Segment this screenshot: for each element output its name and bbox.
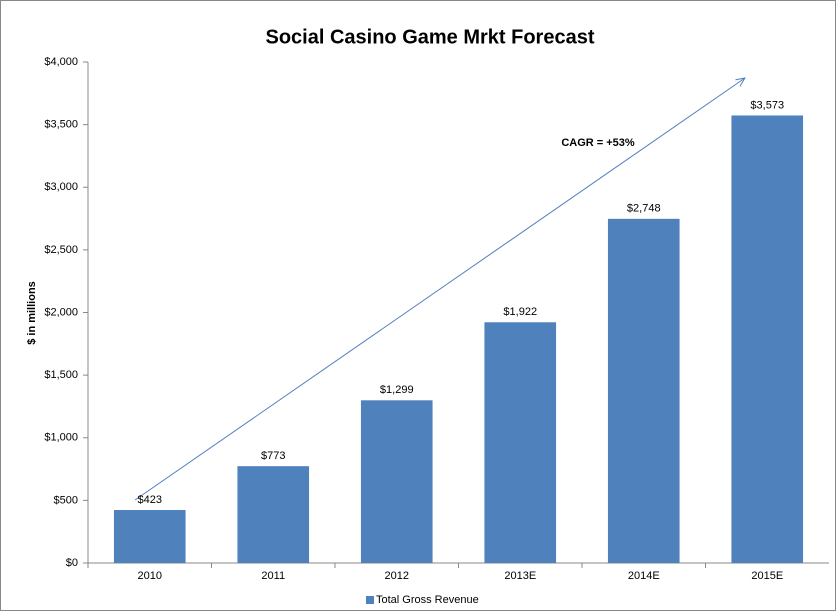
- y-tick-label: $1,500: [44, 369, 78, 381]
- bar: [484, 322, 557, 563]
- x-tick-label: 2015E: [751, 570, 783, 582]
- data-label: $3,573: [750, 99, 784, 111]
- data-label: $1,299: [380, 384, 414, 396]
- bar: [731, 115, 804, 563]
- bar: [113, 510, 186, 563]
- y-axis-label: $ in millions: [26, 281, 38, 345]
- bar: [607, 218, 680, 564]
- legend-swatch: [366, 596, 374, 604]
- y-tick-label: $3,500: [44, 119, 78, 131]
- data-label: $773: [261, 450, 285, 462]
- data-label: $1,922: [503, 306, 537, 318]
- y-tick-label: $1,000: [44, 432, 78, 444]
- x-tick-label: 2010: [138, 570, 162, 582]
- data-label: $2,748: [627, 203, 661, 215]
- y-tick-label: $3,000: [44, 181, 78, 193]
- annotation: CAGR = +53%: [561, 137, 635, 149]
- y-tick-label: $2,000: [44, 306, 78, 318]
- x-tick-label: 2012: [385, 570, 409, 582]
- data-label: $423: [138, 494, 162, 506]
- bar: [360, 400, 433, 563]
- y-tick-label: $500: [54, 494, 78, 506]
- chart-title: Social Casino Game Mrkt Forecast: [265, 26, 594, 48]
- y-tick-label: $0: [66, 557, 78, 569]
- y-tick-label: $2,500: [44, 244, 78, 256]
- x-tick-label: 2014E: [628, 570, 660, 582]
- y-tick-label: $4,000: [44, 56, 78, 68]
- bar: [237, 466, 310, 563]
- x-tick-label: 2013E: [504, 570, 536, 582]
- legend-label: Total Gross Revenue: [376, 594, 479, 606]
- x-tick-label: 2011: [261, 570, 285, 582]
- trend-arrow: [134, 78, 745, 501]
